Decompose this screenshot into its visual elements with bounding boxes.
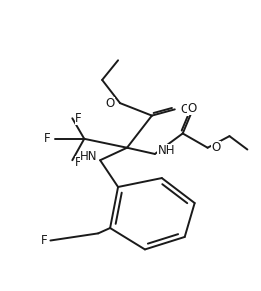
Text: O: O [180,103,189,116]
Text: O: O [187,102,196,115]
Text: F: F [44,132,50,145]
Text: NH: NH [157,143,175,157]
Text: O: O [106,97,115,110]
Text: O: O [211,141,221,154]
Text: F: F [75,112,81,125]
Text: F: F [75,156,81,169]
Text: HN: HN [80,150,98,163]
Text: F: F [41,234,48,247]
